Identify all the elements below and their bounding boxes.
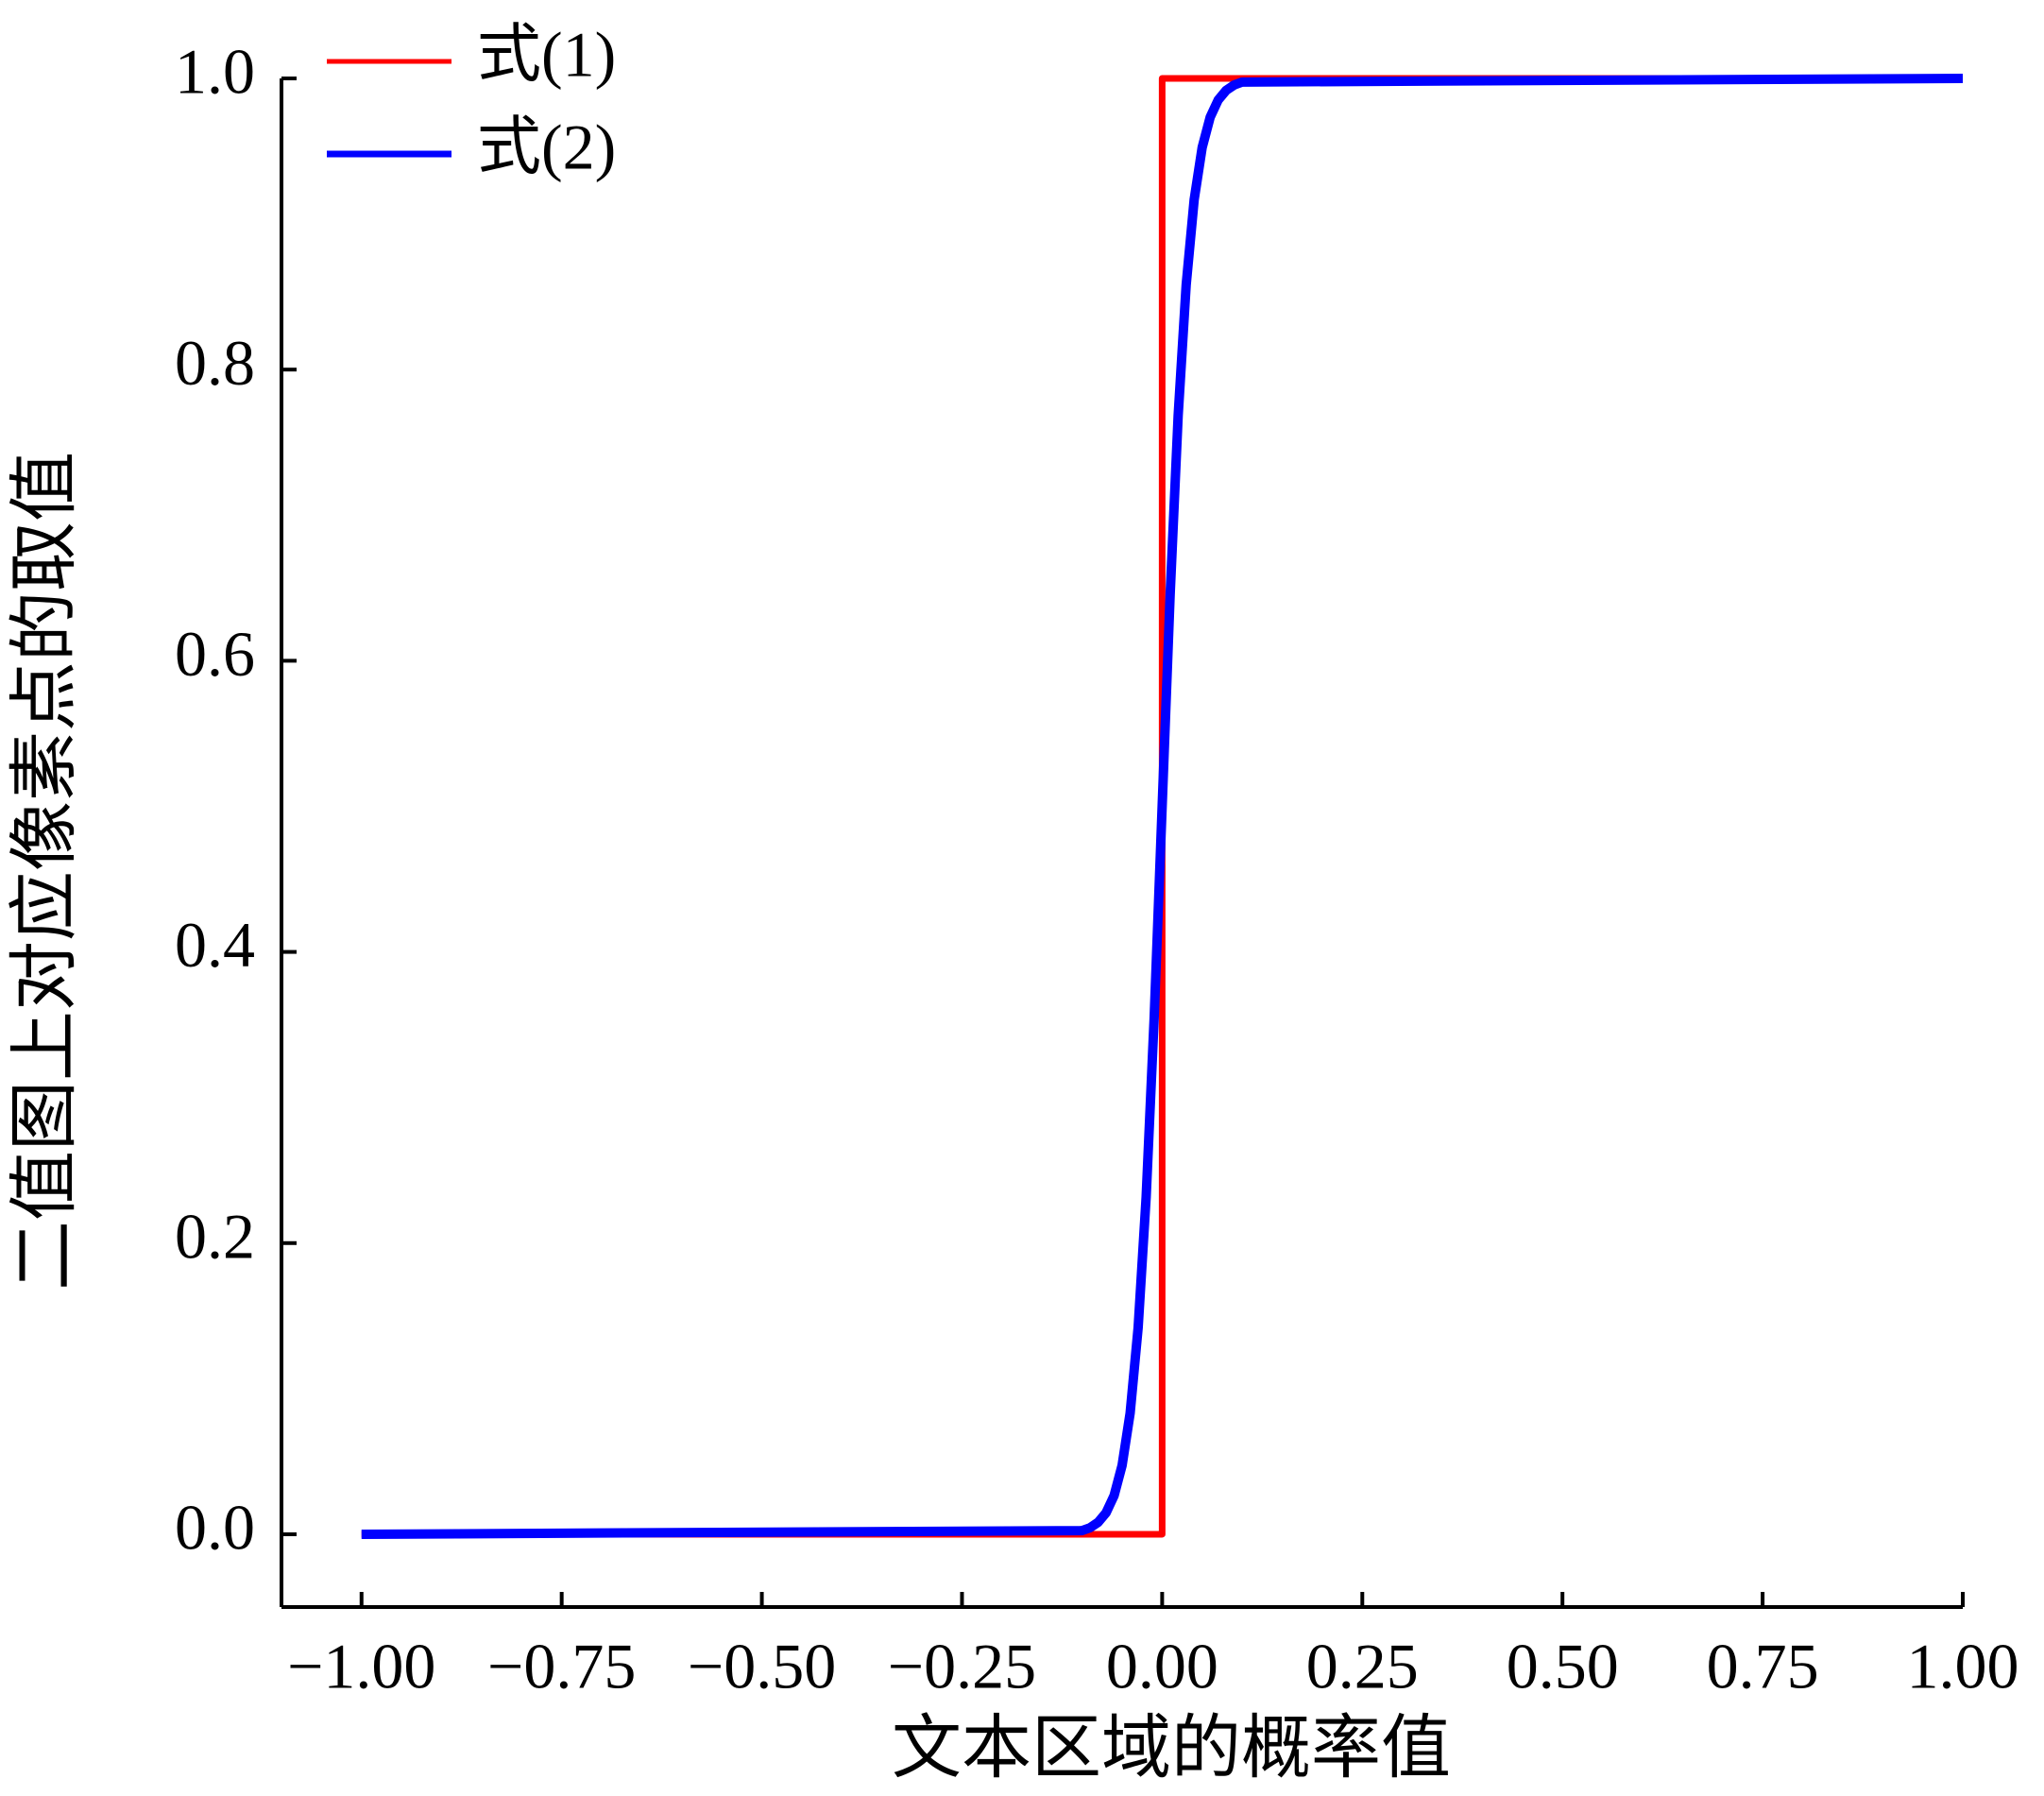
x-tick-label: 0.00 bbox=[1106, 1631, 1218, 1702]
legend-label: 式(1) bbox=[477, 19, 616, 91]
y-axis-label: 二值图上对应像素点的取值 bbox=[7, 452, 84, 1291]
x-axis-label: 文本区域的概率值 bbox=[892, 1710, 1451, 1787]
y-tick-label: 1.0 bbox=[175, 36, 255, 108]
y-tick-label: 0.0 bbox=[175, 1492, 255, 1564]
series-line bbox=[361, 74, 1964, 1539]
x-tick-label: 0.50 bbox=[1507, 1631, 1619, 1702]
x-tick-label: −0.25 bbox=[888, 1631, 1036, 1702]
x-tick-label: 0.25 bbox=[1306, 1631, 1419, 1702]
y-tick-label: 0.2 bbox=[175, 1200, 255, 1272]
x-tick-label: 0.75 bbox=[1707, 1631, 1819, 1702]
x-tick-label: −1.00 bbox=[287, 1631, 435, 1702]
x-tick-label: −0.75 bbox=[487, 1631, 636, 1702]
y-tick-label: 0.8 bbox=[175, 327, 255, 399]
y-tick-label: 0.6 bbox=[175, 618, 255, 690]
legend-label: 式(2) bbox=[477, 111, 616, 183]
x-tick-label: 1.00 bbox=[1907, 1631, 2019, 1702]
x-tick-label: −0.50 bbox=[688, 1631, 836, 1702]
y-tick-label: 0.4 bbox=[175, 909, 255, 981]
